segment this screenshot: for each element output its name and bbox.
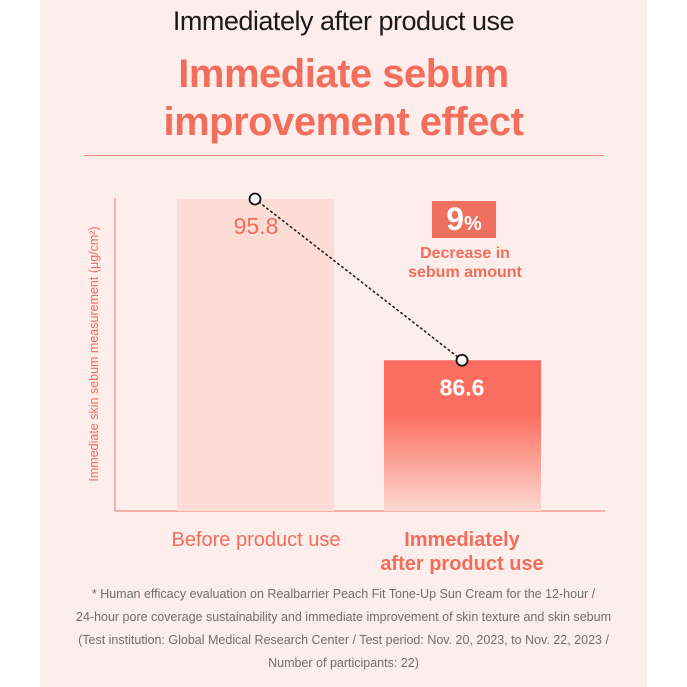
data-label-after: 86.6 <box>440 374 485 400</box>
category-label-after-line-1: Immediately <box>404 529 520 551</box>
footnote: * Human efficacy evaluation on Realbarri… <box>60 583 627 675</box>
trend-line <box>254 198 463 362</box>
category-label-before: Before product use <box>172 529 341 551</box>
marker-after <box>455 353 469 367</box>
title-divider <box>84 155 604 156</box>
data-label-before: 95.8 <box>234 213 279 239</box>
bar-before <box>177 199 334 511</box>
footnote-line-3: (Test institution: Global Medical Resear… <box>78 633 609 647</box>
bar-after <box>384 360 541 511</box>
subtitle: Immediately after product use <box>172 6 515 36</box>
percent-badge-text: 9% <box>446 201 482 237</box>
footnote-line-2: 24-hour pore coverage sustainability and… <box>76 610 611 624</box>
percent-number: 9 <box>446 201 464 237</box>
footnote-line-1: * Human efficacy evaluation on Realbarri… <box>91 587 596 601</box>
title-line-2: improvement effect <box>163 100 524 144</box>
percent-unit: % <box>464 213 482 235</box>
y-axis-label: Immediate skin sebum measurement (μg/cm²… <box>87 226 101 481</box>
annotation-line-1: Decrease in <box>420 245 510 262</box>
footnote-line-4: Number of participants: 22) <box>268 656 419 670</box>
annotation-line-2: sebum amount <box>408 264 522 281</box>
background-panel <box>40 0 647 687</box>
percent-badge <box>432 201 496 238</box>
title-line-1: Immediate sebum <box>178 52 509 96</box>
page-title: Immediate sebum improvement effect <box>0 50 687 146</box>
category-label-after-line-2: after product use <box>380 553 543 575</box>
marker-before <box>248 192 262 206</box>
